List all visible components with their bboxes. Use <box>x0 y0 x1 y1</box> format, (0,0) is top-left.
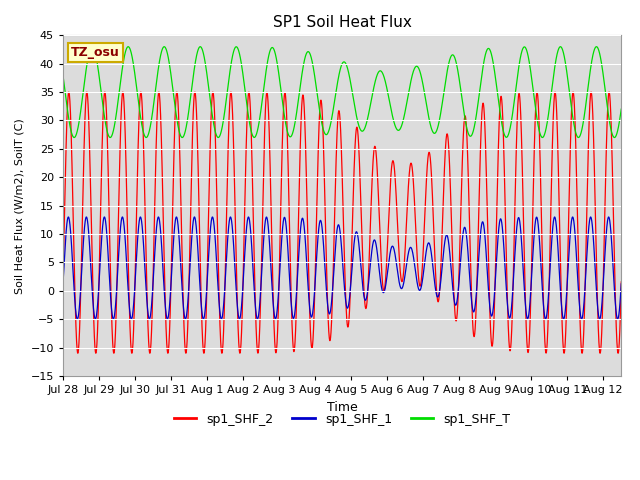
sp1_SHF_2 <box>394 230 402 236</box>
sp1_SHF_T <box>273 56 280 61</box>
sp1_SHF_T <box>518 48 526 53</box>
X-axis label: Time: Time <box>327 400 358 413</box>
sp1_SHF_1 <box>422 248 430 254</box>
Line: sp1_SHF_1: sp1_SHF_1 <box>63 217 621 319</box>
sp1_SHF_1 <box>618 281 625 287</box>
sp1_SHF_2 <box>59 279 67 285</box>
sp1_SHF_T <box>394 127 402 133</box>
sp1_SHF_1 <box>74 316 81 322</box>
sp1_SHF_2 <box>422 180 430 186</box>
sp1_SHF_1 <box>161 292 168 298</box>
sp1_SHF_T <box>59 72 67 78</box>
sp1_SHF_1 <box>273 313 280 319</box>
Legend: sp1_SHF_2, sp1_SHF_1, sp1_SHF_T: sp1_SHF_2, sp1_SHF_1, sp1_SHF_T <box>169 408 515 431</box>
sp1_SHF_2 <box>161 269 168 275</box>
sp1_SHF_T <box>611 134 618 140</box>
Line: sp1_SHF_T: sp1_SHF_T <box>63 47 621 137</box>
sp1_SHF_T <box>422 100 430 106</box>
Line: sp1_SHF_2: sp1_SHF_2 <box>63 92 621 353</box>
Title: SP1 Soil Heat Flux: SP1 Soil Heat Flux <box>273 15 412 30</box>
sp1_SHF_1 <box>518 250 526 255</box>
sp1_SHF_2 <box>74 350 82 356</box>
sp1_SHF_1 <box>394 272 402 278</box>
sp1_SHF_T <box>161 44 168 49</box>
sp1_SHF_2 <box>518 161 526 167</box>
sp1_SHF_1 <box>173 214 180 220</box>
sp1_SHF_1 <box>476 240 484 246</box>
Text: TZ_osu: TZ_osu <box>71 46 120 59</box>
sp1_SHF_2 <box>273 348 280 353</box>
sp1_SHF_T <box>476 88 483 94</box>
sp1_SHF_2 <box>618 279 625 285</box>
sp1_SHF_T <box>618 106 625 112</box>
Y-axis label: Soil Heat Flux (W/m2), SoilT (C): Soil Heat Flux (W/m2), SoilT (C) <box>15 118 25 293</box>
sp1_SHF_2 <box>173 89 180 95</box>
sp1_SHF_2 <box>476 171 484 177</box>
sp1_SHF_1 <box>59 281 67 287</box>
sp1_SHF_T <box>124 44 132 49</box>
